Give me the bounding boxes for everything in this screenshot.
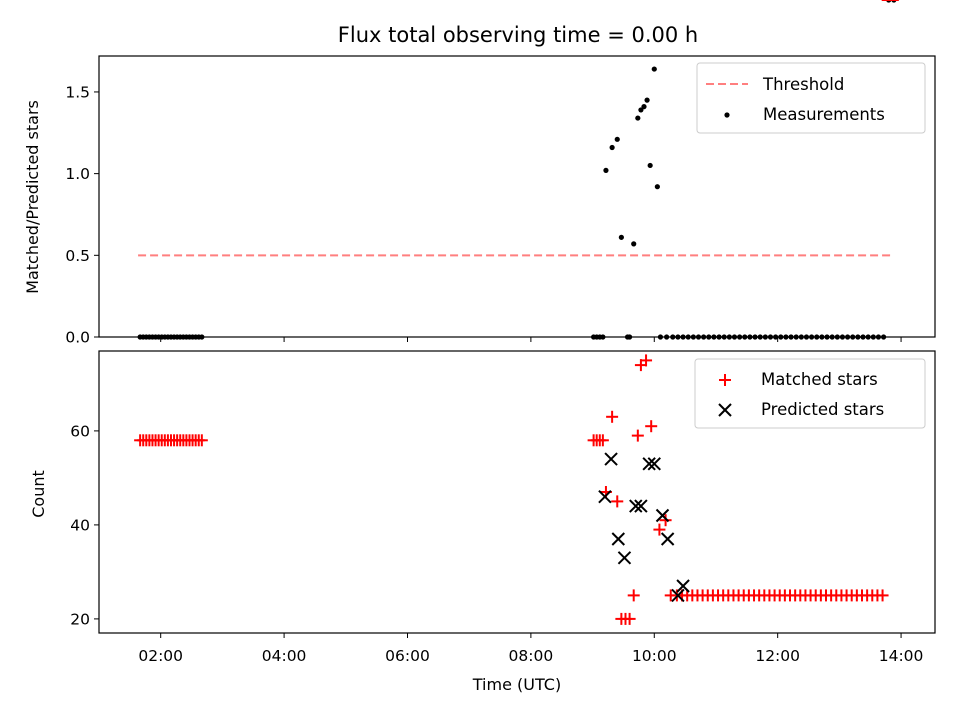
matched-star-marker [596, 434, 609, 447]
predicted-star-marker [611, 532, 625, 546]
measurement-point [614, 136, 620, 142]
predicted-star-marker [617, 551, 632, 565]
x-tick-label: 02:00 [138, 647, 183, 665]
matched-star-marker [195, 434, 208, 447]
x-tick-label: 08:00 [509, 647, 554, 665]
measurement-point [651, 66, 657, 72]
bottom-x-ticks: 02:00 04:00 06:00 08:00 10:00 12:00 14:00 [138, 633, 923, 665]
bottom-y-tick-label: 60 [70, 422, 90, 440]
bottom-y-ticks: 20 40 60 [70, 422, 99, 628]
predicted-star-marker [655, 508, 670, 523]
top-y-tick-label: 0.0 [65, 329, 90, 347]
measurement-point [618, 234, 624, 240]
measurement-point [647, 162, 653, 169]
matched-star-marker [659, 514, 672, 527]
bottom-y-axis-label: Count [29, 470, 48, 518]
predicted-star-marker [629, 499, 643, 513]
bottom-y-tick-label: 20 [70, 610, 90, 628]
x-tick-label: 14:00 [879, 647, 924, 665]
x-tick-label: 12:00 [755, 647, 800, 665]
predicted-star-marker [642, 457, 656, 471]
matched-star-marker [653, 523, 666, 536]
measurement-point [641, 104, 647, 110]
legend-measurements-swatch [724, 112, 730, 118]
predicted-star-marker [676, 579, 690, 593]
predicted-star-marker [671, 588, 685, 603]
legend-predicted-swatch [718, 403, 732, 417]
predicted-star-marker [604, 452, 618, 466]
top-y-tick-label: 0.5 [65, 247, 90, 265]
predicted-star-marker [660, 532, 675, 546]
matched-star-marker [606, 410, 619, 423]
measurement-point [631, 241, 637, 247]
matched-star-marker [623, 612, 636, 625]
predicted-star-marker [598, 489, 612, 504]
legend-predicted-label: Predicted stars [761, 400, 884, 419]
bottom-y-tick-label: 40 [70, 516, 90, 534]
matched-star-marker [631, 429, 644, 442]
measurement-points [137, 0, 897, 340]
legend-matched-swatch [719, 374, 731, 386]
measurement-point [635, 115, 641, 121]
bottom-axes-frame [98, 350, 936, 634]
matched-star-marker [611, 495, 624, 508]
matched-star-marker [876, 589, 889, 602]
bottom-legend-box [694, 358, 926, 429]
measurement-point [644, 97, 650, 103]
top-y-axis-label: Matched/Predicted stars [23, 100, 42, 294]
top-legend: Threshold Measurements [696, 62, 926, 134]
flux-ratio-plot: Flux total observing time = 0.00 h Match… [23, 0, 936, 347]
predicted-star-marker [647, 457, 661, 471]
measurement-point [638, 107, 644, 113]
predicted-star-marker [634, 499, 648, 513]
chart-title: Flux total observing time = 0.00 h [338, 23, 698, 47]
matched-star-marker [645, 420, 658, 433]
top-y-tick-label: 1.5 [65, 83, 90, 101]
measurement-point [603, 167, 609, 173]
legend-matched-label: Matched stars [761, 370, 878, 389]
top-y-ticks: 0.0 0.5 1.0 1.5 [65, 83, 99, 347]
top-legend-box [696, 62, 926, 134]
predicted-stars-points [598, 452, 690, 603]
measurement-point [609, 144, 615, 151]
top-y-tick-label: 1.0 [65, 165, 90, 183]
bottom-legend: Matched stars Predicted stars [694, 358, 926, 429]
top-axes-frame [98, 55, 936, 338]
matched-star-marker [627, 589, 640, 602]
x-tick-label: 06:00 [385, 647, 430, 665]
legend-threshold-label: Threshold [762, 75, 844, 94]
measurement-point [654, 184, 660, 190]
x-tick-label: 10:00 [632, 647, 677, 665]
x-axis-label: Time (UTC) [472, 675, 561, 694]
matched-star-marker [640, 354, 653, 367]
x-tick-label: 04:00 [262, 647, 307, 665]
legend-measurements-label: Measurements [763, 105, 885, 124]
